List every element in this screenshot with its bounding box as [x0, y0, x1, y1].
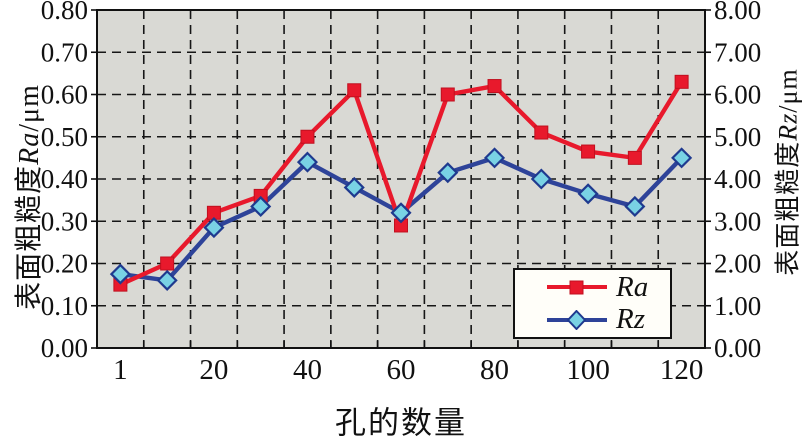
chart-figure: 0.80 0.70 0.60 0.50 0.40 0.30 0.20 0.10 0.00 8.00… [7, 0, 805, 441]
right-axis-title-suffix: /μm [773, 68, 803, 113]
rz-marker [483, 147, 506, 169]
rz-marker [577, 183, 599, 205]
rz-marker [250, 195, 272, 218]
ra-marker [581, 144, 596, 159]
left-axis-tick-label: 0.50 [41, 122, 88, 152]
right-axis-tick-label: 4.00 [714, 164, 761, 194]
left-axis-title-suffix: /μm [14, 84, 45, 132]
left-axis-tick-label: 0.80 [41, 0, 88, 25]
right-axis-tick-label: 3.00 [714, 206, 761, 236]
rz-marker [109, 263, 131, 285]
ra-marker [674, 74, 689, 89]
left-axis-title-symbol: Ra [14, 131, 45, 165]
right-axis-tick-label: 0.00 [714, 333, 761, 363]
rz-marker [437, 162, 459, 184]
rz-series-swatch-icon [547, 309, 607, 330]
right-axis-tick-label: 5.00 [714, 122, 761, 152]
right-axis-tick-label: 2.00 [714, 249, 761, 279]
ra-series-swatch-icon [547, 280, 607, 295]
legend: Ra Rz [513, 268, 672, 339]
left-axis-tick-label: 0.70 [41, 37, 88, 67]
rz-marker [530, 168, 552, 190]
right-axis-title-symbol: Rz [773, 112, 803, 141]
left-axis-title: 表面粗糙度Ra/μm [7, 84, 47, 310]
x-axis-tick-label: 100 [566, 354, 610, 386]
left-axis-tick-label: 0.00 [41, 333, 88, 363]
rz-marker [390, 202, 412, 224]
left-axis-tick-label: 0.10 [41, 291, 88, 321]
rz-marker [343, 176, 365, 199]
x-axis-tick-label: 40 [293, 354, 322, 386]
left-axis-tick-label: 0.40 [41, 164, 88, 194]
ra-marker [347, 83, 362, 98]
x-axis-tick-label: 120 [660, 354, 704, 386]
legend-entry-rz: Rz [545, 305, 670, 335]
x-axis-tick-label: 1 [113, 354, 128, 386]
rz-marker [671, 147, 693, 169]
right-axis-title: 表面粗糙度Rz/μm [768, 68, 805, 275]
ra-marker [160, 256, 175, 271]
right-axis-tick-label: 8.00 [714, 0, 761, 25]
legend-label-rz: Rz [616, 303, 645, 336]
right-axis-tick-label: 7.00 [714, 37, 761, 67]
x-axis-title: 孔的数量 [335, 405, 467, 441]
plot-border [96, 9, 706, 349]
ra-marker [300, 129, 315, 144]
ra-marker [627, 150, 642, 165]
rz-marker [296, 151, 319, 173]
left-axis-tick-label: 0.60 [41, 80, 88, 110]
legend-label-ra: Ra [616, 270, 649, 303]
rz-marker [203, 217, 225, 239]
right-axis-tick-label: 6.00 [714, 80, 761, 110]
ra-marker [487, 79, 502, 94]
right-axis-tick-label: 1.00 [714, 291, 761, 321]
x-axis-tick-label: 80 [480, 354, 509, 386]
x-axis-tick-label: 60 [387, 354, 416, 386]
rz-marker [156, 269, 178, 291]
left-axis-title-prefix: 表面粗糙度 [14, 164, 45, 310]
rz-marker [624, 195, 646, 218]
plot-area: 0.80 0.70 0.60 0.50 0.40 0.30 0.20 0.10 0.00 8.00… [41, 0, 762, 386]
ra-marker [534, 125, 549, 140]
left-axis-tick-label: 0.20 [41, 249, 88, 279]
ra-marker [440, 87, 455, 102]
left-axis-tick-label: 0.30 [41, 206, 88, 236]
legend-entry-ra: Ra [545, 272, 670, 302]
x-axis-tick-label: 20 [199, 354, 228, 386]
right-axis-title-prefix: 表面粗糙度 [773, 140, 803, 276]
